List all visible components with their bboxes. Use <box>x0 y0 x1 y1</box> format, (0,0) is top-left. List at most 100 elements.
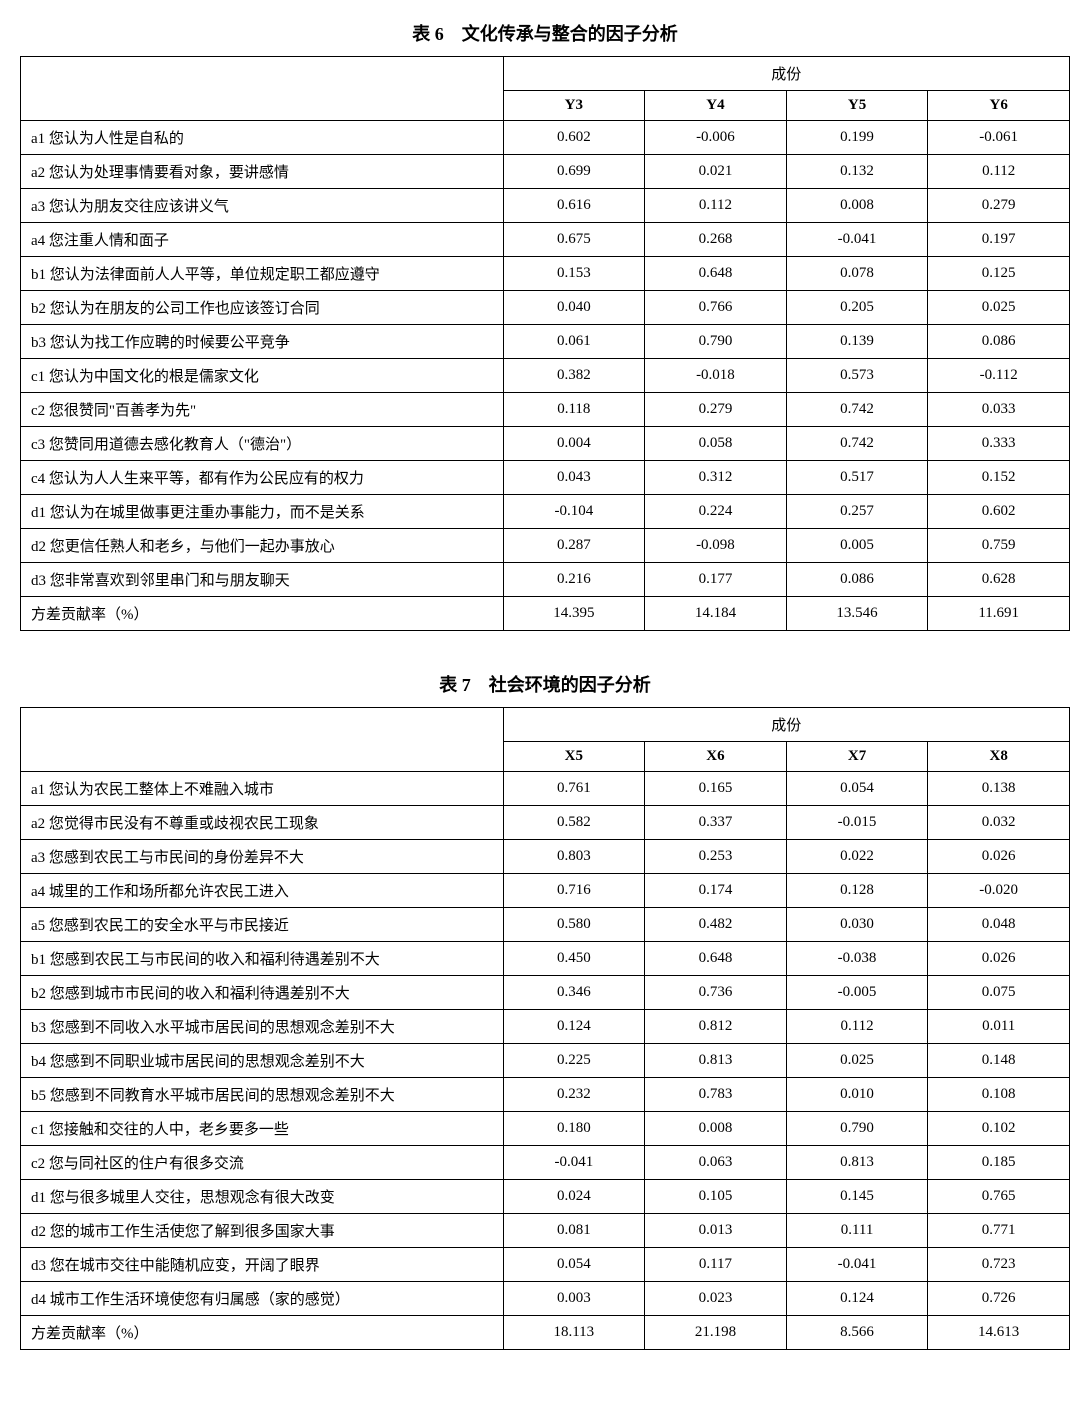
cell-value: 0.075 <box>928 976 1070 1010</box>
cell-value: 0.112 <box>928 155 1070 189</box>
row-label: d2 您更信任熟人和老乡，与他们一起办事放心 <box>21 529 504 563</box>
table-7-group-header: 成份 <box>503 708 1069 742</box>
table-row: a4 城里的工作和场所都允许农民工进入0.7160.1740.128-0.020 <box>21 874 1070 908</box>
table-6-title: 表 6 文化传承与整合的因子分析 <box>20 20 1070 46</box>
cell-value: 0.337 <box>645 806 787 840</box>
cell-value: 0.312 <box>645 461 787 495</box>
cell-value: 0.025 <box>928 291 1070 325</box>
table-row: a2 您认为处理事情要看对象，要讲感情0.6990.0210.1320.112 <box>21 155 1070 189</box>
table-6-group-header: 成份 <box>503 57 1069 91</box>
cell-value: 0.022 <box>786 840 928 874</box>
cell-value: 0.112 <box>645 189 787 223</box>
table-7-header-row-1: 成份 <box>21 708 1070 742</box>
cell-value: 0.081 <box>503 1214 645 1248</box>
cell-value: 0.616 <box>503 189 645 223</box>
cell-value: 0.032 <box>928 806 1070 840</box>
cell-value: 0.024 <box>503 1180 645 1214</box>
cell-value: 0.177 <box>645 563 787 597</box>
cell-value: 0.771 <box>928 1214 1070 1248</box>
table-row: b3 您感到不同收入水平城市居民间的思想观念差别不大0.1240.8120.11… <box>21 1010 1070 1044</box>
cell-value: 0.148 <box>928 1044 1070 1078</box>
row-label: a1 您认为人性是自私的 <box>21 121 504 155</box>
row-label: b3 您认为找工作应聘的时候要公平竞争 <box>21 325 504 359</box>
cell-value: 0.723 <box>928 1248 1070 1282</box>
cell-value: 18.113 <box>503 1316 645 1350</box>
row-label: a4 您注重人情和面子 <box>21 223 504 257</box>
cell-value: 0.043 <box>503 461 645 495</box>
table-7-title: 表 7 社会环境的因子分析 <box>20 671 1070 697</box>
table-6-col-header: Y5 <box>786 91 928 121</box>
cell-value: 0.023 <box>645 1282 787 1316</box>
cell-value: -0.020 <box>928 874 1070 908</box>
table-row: c1 您接触和交往的人中，老乡要多一些0.1800.0080.7900.102 <box>21 1112 1070 1146</box>
row-label: b2 您认为在朋友的公司工作也应该签订合同 <box>21 291 504 325</box>
cell-value: 0.132 <box>786 155 928 189</box>
cell-value: 11.691 <box>928 597 1070 631</box>
cell-value: -0.041 <box>786 223 928 257</box>
cell-value: 0.111 <box>786 1214 928 1248</box>
cell-value: 0.287 <box>503 529 645 563</box>
table-7-empty-header <box>21 708 504 772</box>
cell-value: 21.198 <box>645 1316 787 1350</box>
cell-value: 0.580 <box>503 908 645 942</box>
cell-value: 0.153 <box>503 257 645 291</box>
table-row: b3 您认为找工作应聘的时候要公平竞争0.0610.7900.1390.086 <box>21 325 1070 359</box>
cell-value: 0.813 <box>645 1044 787 1078</box>
cell-value: 0.812 <box>645 1010 787 1044</box>
cell-value: 0.139 <box>786 325 928 359</box>
cell-value: 0.803 <box>503 840 645 874</box>
cell-value: 0.026 <box>928 942 1070 976</box>
row-label: c3 您赞同用道德去感化教育人（"德治"） <box>21 427 504 461</box>
cell-value: 0.382 <box>503 359 645 393</box>
table-row: d4 城市工作生活环境使您有归属感（家的感觉）0.0030.0230.1240.… <box>21 1282 1070 1316</box>
cell-value: -0.018 <box>645 359 787 393</box>
cell-value: 0.008 <box>786 189 928 223</box>
table-row: 方差贡献率（%）14.39514.18413.54611.691 <box>21 597 1070 631</box>
cell-value: 0.008 <box>645 1112 787 1146</box>
row-label: a1 您认为农民工整体上不难融入城市 <box>21 772 504 806</box>
cell-value: -0.061 <box>928 121 1070 155</box>
cell-value: 0.726 <box>928 1282 1070 1316</box>
cell-value: 0.180 <box>503 1112 645 1146</box>
cell-value: 0.118 <box>503 393 645 427</box>
cell-value: 0.040 <box>503 291 645 325</box>
cell-value: 0.197 <box>928 223 1070 257</box>
cell-value: -0.006 <box>645 121 787 155</box>
cell-value: 0.004 <box>503 427 645 461</box>
cell-value: 0.048 <box>928 908 1070 942</box>
cell-value: 0.783 <box>645 1078 787 1112</box>
cell-value: -0.041 <box>503 1146 645 1180</box>
table-row: d2 您的城市工作生活使您了解到很多国家大事0.0810.0130.1110.7… <box>21 1214 1070 1248</box>
cell-value: 0.573 <box>786 359 928 393</box>
cell-value: 0.105 <box>645 1180 787 1214</box>
cell-value: 0.742 <box>786 427 928 461</box>
row-label: b1 您认为法律面前人人平等，单位规定职工都应遵守 <box>21 257 504 291</box>
cell-value: -0.015 <box>786 806 928 840</box>
cell-value: 0.790 <box>645 325 787 359</box>
cell-value: 0.742 <box>786 393 928 427</box>
cell-value: 0.124 <box>786 1282 928 1316</box>
cell-value: 0.482 <box>645 908 787 942</box>
cell-value: 0.010 <box>786 1078 928 1112</box>
row-label: c1 您接触和交往的人中，老乡要多一些 <box>21 1112 504 1146</box>
cell-value: 8.566 <box>786 1316 928 1350</box>
table-6-col-header: Y3 <box>503 91 645 121</box>
table-7-col-header: X5 <box>503 742 645 772</box>
table-6-wrapper: 表 6 文化传承与整合的因子分析 成份 Y3Y4Y5Y6 a1 您认为人性是自私… <box>20 20 1070 631</box>
cell-value: 0.026 <box>928 840 1070 874</box>
cell-value: -0.038 <box>786 942 928 976</box>
row-label: d1 您认为在城里做事更注重办事能力，而不是关系 <box>21 495 504 529</box>
table-row: d2 您更信任熟人和老乡，与他们一起办事放心0.287-0.0980.0050.… <box>21 529 1070 563</box>
row-label: d1 您与很多城里人交往，思想观念有很大改变 <box>21 1180 504 1214</box>
table-row: d1 您认为在城里做事更注重办事能力，而不是关系-0.1040.2240.257… <box>21 495 1070 529</box>
row-label: b3 您感到不同收入水平城市居民间的思想观念差别不大 <box>21 1010 504 1044</box>
table-6-col-header: Y6 <box>928 91 1070 121</box>
cell-value: 0.813 <box>786 1146 928 1180</box>
table-row: a4 您注重人情和面子0.6750.268-0.0410.197 <box>21 223 1070 257</box>
cell-value: 0.054 <box>786 772 928 806</box>
cell-value: 0.279 <box>645 393 787 427</box>
cell-value: 0.145 <box>786 1180 928 1214</box>
cell-value: 0.054 <box>503 1248 645 1282</box>
table-row: c2 您很赞同"百善孝为先"0.1180.2790.7420.033 <box>21 393 1070 427</box>
cell-value: 13.546 <box>786 597 928 631</box>
